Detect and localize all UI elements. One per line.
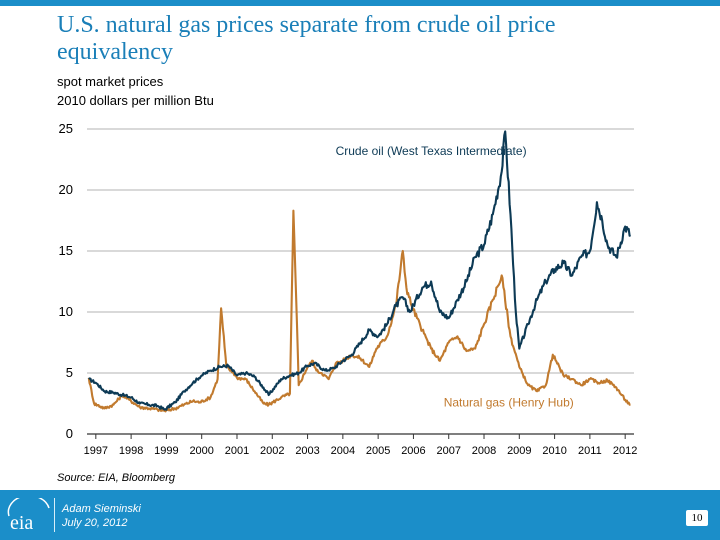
crude-oil-label: Crude oil (West Texas Intermediate)	[336, 144, 527, 158]
x-tick-label-2011: 2011	[578, 445, 602, 457]
x-tick-label-2007: 2007	[436, 445, 460, 457]
series-labels: Crude oil (West Texas Intermediate) Natur…	[336, 144, 574, 409]
x-tick-label-2004: 2004	[331, 445, 355, 457]
eia-logo-text: eia	[10, 512, 33, 534]
presentation-date: July 20, 2012	[62, 517, 128, 529]
subtitle-units: 2010 dollars per million Btu	[57, 93, 214, 108]
source-note: Source: EIA, Bloomberg	[57, 472, 176, 484]
chart-grid	[87, 128, 634, 439]
logo-divider	[54, 498, 55, 532]
price-chart: 0 5 10 15 20 25 1997 1998 1999 2000 2001 2002 2003 2…	[59, 121, 638, 457]
page-number: 10	[686, 510, 708, 526]
x-tick-label-1997: 1997	[84, 445, 108, 457]
y-tick-label-10: 10	[59, 304, 73, 319]
subtitle-spot-market: spot market prices	[57, 74, 164, 89]
x-tick-label-1998: 1998	[119, 445, 143, 457]
slide-title: U.S. natural gas prices separate from cr…	[57, 12, 556, 65]
chart-series	[87, 130, 632, 413]
x-tick-label-2001: 2001	[225, 445, 249, 457]
x-tick-label-2006: 2006	[401, 445, 425, 457]
x-tick-label-2005: 2005	[366, 445, 390, 457]
y-tick-label-15: 15	[59, 243, 73, 258]
crude-oil-line	[88, 130, 632, 411]
x-tick-label-2010: 2010	[542, 445, 566, 457]
y-tick-label-20: 20	[59, 182, 73, 197]
y-axis-ticks: 0 5 10 15 20 25	[59, 121, 73, 441]
x-tick-label-2012: 2012	[613, 445, 637, 457]
x-tick-label-2008: 2008	[472, 445, 496, 457]
y-tick-label-5: 5	[66, 365, 73, 380]
natural-gas-label: Natural gas (Henry Hub)	[444, 395, 574, 409]
y-tick-label-0: 0	[66, 426, 73, 441]
x-tick-label-2003: 2003	[295, 445, 319, 457]
top-accent-bar	[0, 0, 720, 6]
x-tick-label-1999: 1999	[154, 445, 178, 457]
y-tick-label-25: 25	[59, 121, 73, 136]
x-tick-label-2009: 2009	[507, 445, 531, 457]
eia-logo: eia	[7, 498, 50, 534]
footer-bar: eia Adam Sieminski July 20, 2012 10	[0, 490, 720, 540]
x-axis-ticks: 1997 1998 1999 2000 2001 2002 2003 2004 2005 2006…	[84, 445, 638, 457]
x-tick-label-2000: 2000	[189, 445, 213, 457]
presenter-name: Adam Sieminski	[62, 503, 141, 515]
x-tick-label-2002: 2002	[260, 445, 284, 457]
natural-gas-line	[87, 209, 631, 413]
